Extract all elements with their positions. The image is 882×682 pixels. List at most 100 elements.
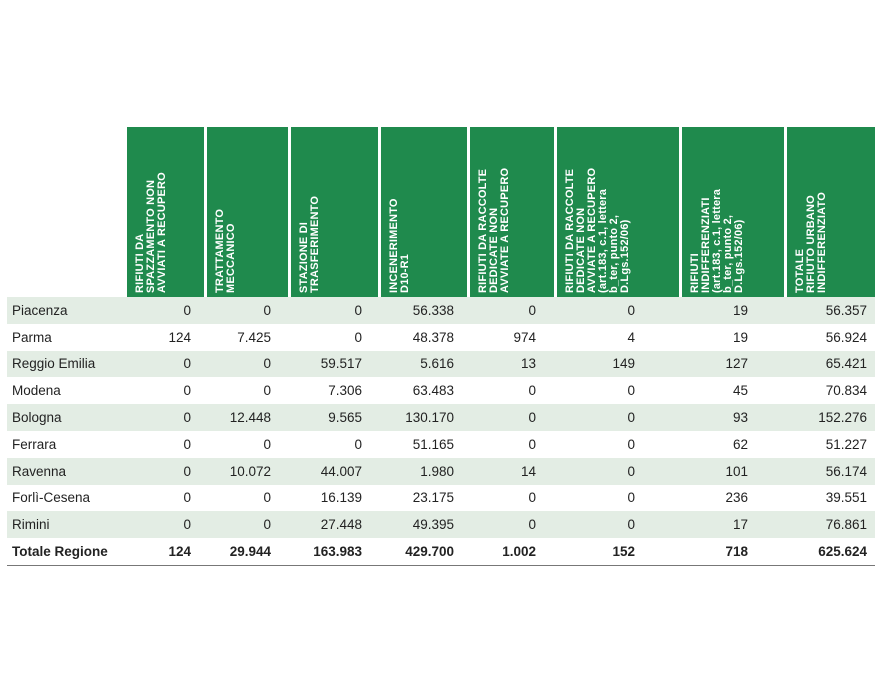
table-cell: 625.624 [818,544,867,560]
table-cell: 718 [725,544,748,560]
table-cell: 93 [732,410,748,426]
province-name: Modena [12,383,61,399]
table-cell: 56.357 [825,302,867,318]
table-cell: 130.170 [405,410,454,426]
table-row: Parma 124 7.425 0 48.378 974 4 19 56.924 [7,324,875,351]
table-row: Ravenna 0 10.072 44.007 1.980 14 0 101 56.174 [7,457,875,485]
table-cell: 0 [263,356,271,372]
table-cell: 0 [528,383,536,399]
table-cell: 0 [183,356,191,372]
table-cell: 39.551 [825,490,867,506]
table-cell: 70.834 [825,383,867,399]
table-cell: 0 [354,302,362,318]
table-cell: 0 [183,517,191,533]
column-header-label: RIFIUTI INDIFFERENZIATI (art.183, c.1, l… [689,188,745,293]
column-header-label: TRATTAMENTO MECCANICO [214,208,237,293]
table-cell: 0 [354,329,362,345]
table-cell: 13 [520,356,536,372]
column-header-3: STAZIONE DI TRASFERIMENTO [291,127,378,297]
table-cell: 62 [732,436,748,452]
table-cell: 429.700 [405,544,454,560]
table-cell: 27.448 [320,517,362,533]
table-cell: 0 [528,517,536,533]
table-cell: 14 [520,463,536,479]
table-cell: 152.276 [818,410,867,426]
table-cell: 16.139 [320,490,362,506]
table-cell: 974 [513,329,536,345]
table-cell: 0 [627,383,635,399]
column-header-7: RIFIUTI INDIFFERENZIATI (art.183, c.1, l… [682,127,784,297]
table-cell: 49.395 [412,517,454,533]
table-cell: 17 [732,517,748,533]
table-cell: 51.165 [412,436,454,452]
table-cell: 0 [528,436,536,452]
table-cell: 59.517 [320,356,362,372]
table-cell: 0 [627,490,635,506]
province-name: Parma [12,329,52,345]
table-cell: 124 [168,329,191,345]
table-cell: 56.338 [412,302,454,318]
province-name: Bologna [12,410,62,426]
table-cell: 0 [263,436,271,452]
table-cell: 0 [627,463,635,479]
province-name: Forlì-Cesena [12,490,91,506]
table-row: Bologna 0 12.448 9.565 130.170 0 0 93 152.276 [7,404,875,431]
column-header-4: INCENERIMENTO D10-R1 [381,127,467,297]
table-cell: 236 [725,490,748,506]
province-name: Ravenna [12,463,67,479]
table-cell: 9.565 [328,410,362,426]
table-cell: 152 [612,544,635,560]
province-name: Reggio Emilia [12,356,96,372]
column-header-8: TOTALE RIFIUTO URBANO INDIFFERENZIATO [787,127,875,297]
table-cell: 12.448 [229,410,271,426]
table-cell: 0 [627,302,635,318]
column-header-label: STAZIONE DI TRASFERIMENTO [298,195,321,293]
table-cell: 0 [263,517,271,533]
table-cell: 0 [263,302,271,318]
table-cell: 0 [528,302,536,318]
table-cell: 76.861 [825,517,867,533]
table-cell: 0 [528,490,536,506]
table-cell: 44.007 [320,463,362,479]
province-name: Totale Regione [12,544,108,560]
table-cell: 5.616 [420,356,454,372]
table-cell: 0 [627,436,635,452]
table-cell: 65.421 [825,356,867,372]
total-row: Totale Regione 124 29.944 163.983 429.700 1.0… [7,538,875,566]
table-cell: 19 [732,329,748,345]
table-cell: 4 [627,329,635,345]
column-header-label: RIFIUTI DA RACCOLTE DEDICATE NON AVVIATE… [564,167,631,293]
table-cell: 51.227 [825,436,867,452]
table-row: Piacenza 0 0 0 56.338 0 0 19 56.357 [7,297,875,324]
table-cell: 101 [725,463,748,479]
province-name: Piacenza [12,302,68,318]
column-header-5: RIFIUTI DA RACCOLTE DEDICATE NON AVVIATE… [470,127,554,297]
table-row: Reggio Emilia 0 0 59.517 5.616 13 149 127 65.421 [7,350,875,378]
table-cell: 0 [354,436,362,452]
table-row: Ferrara 0 0 0 51.165 0 0 62 51.227 [7,431,875,458]
table-cell: 1.980 [420,463,454,479]
column-header-label: INCENERIMENTO D10-R1 [388,198,411,293]
table-row: Modena 0 0 7.306 63.483 0 0 45 70.834 [7,377,875,404]
table-cell: 0 [528,410,536,426]
waste-table: RIFIUTI DA SPAZZAMENTO NON AVVIATI A REC… [7,127,875,566]
table-cell: 29.944 [229,544,271,560]
table-row: Rimini 0 0 27.448 49.395 0 0 17 76.861 [7,511,875,539]
column-header-6: RIFIUTI DA RACCOLTE DEDICATE NON AVVIATE… [557,127,679,297]
table-cell: 23.175 [412,490,454,506]
table-cell: 0 [183,436,191,452]
column-header-2: TRATTAMENTO MECCANICO [207,127,288,297]
table-cell: 0 [183,302,191,318]
table-row: Forlì-Cesena 0 0 16.139 23.175 0 0 236 39.551 [7,485,875,512]
column-header-label: RIFIUTI DA RACCOLTE DEDICATE NON AVVIATE… [477,167,511,293]
province-name: Rimini [12,517,50,533]
table-cell: 63.483 [412,383,454,399]
table-cell: 0 [183,463,191,479]
table-cell: 0 [627,517,635,533]
table-cell: 0 [263,383,271,399]
province-name: Ferrara [12,436,57,452]
table-cell: 163.983 [313,544,362,560]
table-cell: 149 [612,356,635,372]
table-cell: 7.425 [237,329,271,345]
table-cell: 124 [168,544,191,560]
